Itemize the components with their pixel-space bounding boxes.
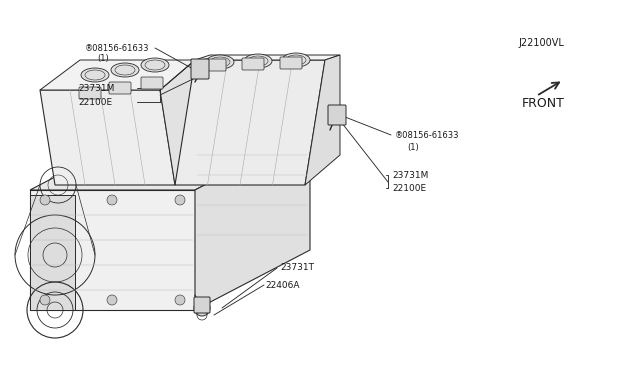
- Polygon shape: [175, 60, 325, 185]
- Polygon shape: [40, 90, 175, 185]
- Ellipse shape: [111, 63, 139, 77]
- Polygon shape: [195, 55, 340, 60]
- Text: FRONT: FRONT: [522, 97, 564, 110]
- Ellipse shape: [282, 53, 310, 67]
- Text: 23731T: 23731T: [280, 263, 314, 273]
- FancyBboxPatch shape: [242, 58, 264, 70]
- Text: ®08156-61633: ®08156-61633: [395, 131, 460, 140]
- Text: J22100VL: J22100VL: [518, 38, 564, 48]
- FancyBboxPatch shape: [280, 57, 302, 69]
- Text: 22100E: 22100E: [392, 183, 426, 192]
- Text: ®08156-61633: ®08156-61633: [85, 44, 150, 52]
- Circle shape: [175, 295, 185, 305]
- FancyBboxPatch shape: [79, 87, 101, 99]
- FancyBboxPatch shape: [328, 105, 346, 125]
- Ellipse shape: [244, 54, 272, 68]
- Text: 22100E: 22100E: [78, 97, 112, 106]
- Text: 22406A: 22406A: [265, 280, 300, 289]
- Ellipse shape: [141, 58, 169, 72]
- FancyBboxPatch shape: [194, 297, 210, 313]
- Circle shape: [107, 295, 117, 305]
- FancyBboxPatch shape: [191, 59, 209, 79]
- FancyBboxPatch shape: [109, 82, 131, 94]
- Polygon shape: [195, 130, 310, 310]
- FancyBboxPatch shape: [141, 77, 163, 89]
- Circle shape: [330, 108, 344, 122]
- FancyBboxPatch shape: [204, 59, 226, 71]
- Polygon shape: [160, 60, 210, 185]
- Text: (1): (1): [407, 142, 419, 151]
- Text: (1): (1): [97, 54, 109, 62]
- Polygon shape: [305, 55, 340, 185]
- Polygon shape: [40, 60, 195, 90]
- Text: 23731M: 23731M: [78, 83, 115, 93]
- Ellipse shape: [81, 68, 109, 82]
- Polygon shape: [30, 195, 75, 310]
- Circle shape: [193, 63, 207, 77]
- Polygon shape: [30, 190, 195, 310]
- Polygon shape: [30, 130, 310, 190]
- Circle shape: [107, 195, 117, 205]
- Circle shape: [175, 195, 185, 205]
- Circle shape: [40, 295, 50, 305]
- Circle shape: [40, 195, 50, 205]
- Circle shape: [194, 300, 210, 316]
- Text: 23731M: 23731M: [392, 170, 428, 180]
- Ellipse shape: [206, 55, 234, 69]
